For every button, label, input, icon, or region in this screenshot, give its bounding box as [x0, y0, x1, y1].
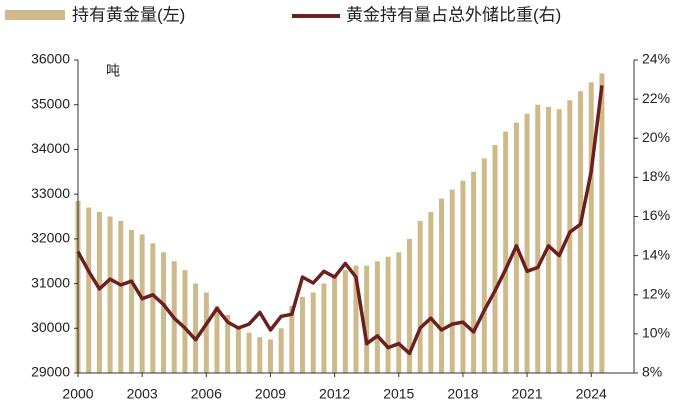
- bar: [492, 144, 498, 373]
- y2-tick-label: 12%: [642, 285, 670, 301]
- bar: [267, 339, 273, 373]
- x-tick-label: 2006: [191, 386, 222, 402]
- y-tick-label: 32000: [31, 230, 70, 246]
- bar: [588, 82, 594, 373]
- y2-tick-label: 20%: [642, 129, 670, 145]
- bar: [556, 109, 562, 373]
- bar: [396, 252, 402, 373]
- line: [76, 85, 604, 356]
- y-tick-label: 29000: [31, 364, 70, 380]
- bar: [364, 265, 370, 373]
- y-tick-label: 30000: [31, 319, 70, 335]
- bar: [193, 283, 199, 373]
- bar: [150, 243, 156, 373]
- bar: [545, 106, 551, 373]
- legend-line: 黄金持有量占总外储比重(右): [346, 5, 561, 24]
- x-tick-label: 2024: [576, 386, 607, 402]
- y2-tick-label: 8%: [642, 364, 662, 380]
- x-tick-label: 2018: [447, 386, 478, 402]
- bar: [471, 171, 477, 373]
- bar: [128, 229, 134, 373]
- bar: [503, 131, 509, 373]
- y-tick-label: 36000: [31, 51, 70, 67]
- bar: [342, 270, 348, 373]
- y2-tick-label: 10%: [642, 325, 670, 341]
- x-tick-label: 2000: [62, 386, 93, 402]
- bar: [182, 270, 188, 373]
- bar: [96, 212, 102, 373]
- bar: [524, 113, 530, 374]
- x-tick-label: 2015: [383, 386, 414, 402]
- bar: [578, 91, 584, 374]
- y2-tick-label: 14%: [642, 246, 670, 262]
- bar: [161, 252, 167, 373]
- x-tick-label: 2021: [511, 386, 542, 402]
- y-tick-label: 34000: [31, 140, 70, 156]
- bar: [599, 73, 605, 374]
- bar: [300, 296, 306, 373]
- x-tick-label: 2009: [255, 386, 286, 402]
- y-tick-label: 35000: [31, 95, 70, 111]
- bar: [535, 104, 541, 373]
- bar: [310, 292, 316, 373]
- bar: [417, 220, 423, 373]
- bar: [374, 261, 380, 373]
- y-unit: 吨: [106, 63, 120, 79]
- y2-tick-label: 16%: [642, 207, 670, 223]
- bar: [139, 234, 145, 373]
- bar: [246, 332, 252, 373]
- bar: [107, 216, 113, 373]
- x-tick-label: 2012: [319, 386, 350, 402]
- legend-bar: 持有黄金量(左): [72, 5, 185, 24]
- legend-swatch-bar: [5, 10, 65, 20]
- bar: [235, 328, 241, 373]
- bar: [214, 305, 220, 373]
- bar: [406, 238, 412, 373]
- y2-tick-label: 22%: [642, 90, 670, 106]
- bar: [118, 220, 124, 373]
- bar: [353, 265, 359, 373]
- y2-tick-label: 24%: [642, 51, 670, 67]
- y2-tick-label: 18%: [642, 168, 670, 184]
- x-tick-label: 2003: [127, 386, 158, 402]
- bar: [321, 283, 327, 373]
- bar: [439, 198, 445, 373]
- bar: [289, 305, 295, 373]
- bar: [203, 292, 209, 373]
- bar: [385, 256, 391, 373]
- bar: [225, 314, 231, 373]
- bar: [460, 180, 466, 373]
- bar: [86, 207, 92, 373]
- bar: [257, 337, 263, 373]
- y-tick-label: 31000: [31, 274, 70, 290]
- bar: [428, 212, 434, 373]
- bar: [278, 328, 284, 373]
- bar: [449, 189, 455, 373]
- bar: [481, 158, 487, 373]
- bar: [332, 274, 338, 373]
- bar: [567, 100, 573, 373]
- y-tick-label: 33000: [31, 185, 70, 201]
